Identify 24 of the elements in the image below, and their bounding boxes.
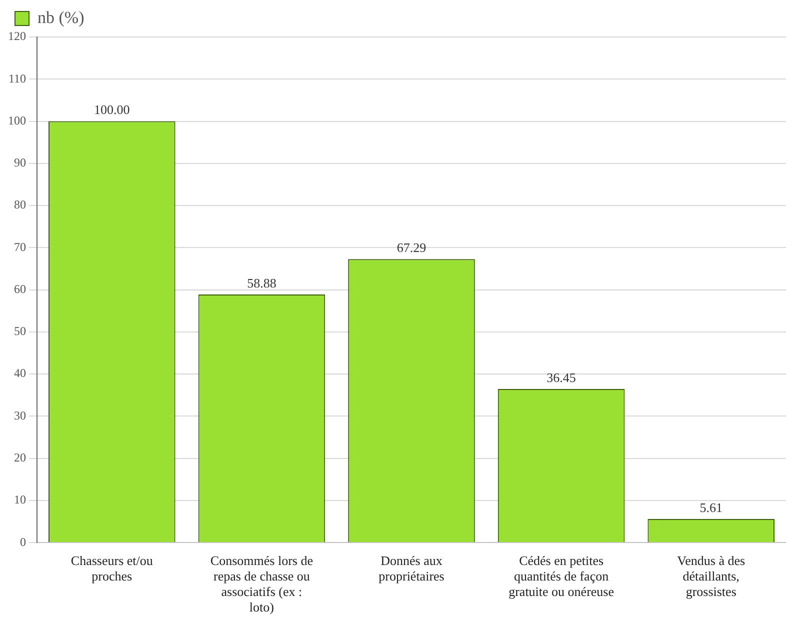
x-tick-label: Donnés aux propriétaires (378, 552, 444, 584)
y-tick-label: 120 (8, 29, 26, 44)
data-label: 5.61 (700, 500, 722, 515)
y-tick-label: 10 (14, 492, 26, 507)
y-tick-label: 30 (14, 408, 26, 422)
data-label: 36.45 (546, 370, 576, 385)
y-tick-label: 90 (14, 156, 26, 170)
y-tick-label: 50 (14, 324, 26, 338)
y-tick-label: 20 (14, 450, 26, 464)
x-tick-label: Cédés en petites quantités de façon gratuite ou onéreuse (508, 552, 614, 600)
x-tick-label: Consommés lors de repas de chasse ou associatifs (ex : loto) (210, 552, 314, 615)
data-label: 58.88 (247, 275, 276, 290)
data-label: 100.00 (94, 102, 130, 118)
y-tick-label: 60 (14, 282, 26, 296)
y-tick-label: 0 (20, 534, 26, 549)
y-tick-label: 110 (8, 71, 26, 86)
x-tick-label: Chasseurs et/ou proches (70, 552, 154, 584)
x-tick-label: Vendus à des détaillants, grossistes (677, 552, 746, 600)
y-tick-label: 70 (14, 240, 26, 254)
data-label: 67.29 (396, 240, 426, 256)
y-tick-label: 100 (8, 113, 26, 128)
legend-label: nb (%) (38, 8, 84, 27)
y-tick-label: 40 (14, 366, 26, 380)
y-tick-label: 80 (14, 198, 26, 212)
